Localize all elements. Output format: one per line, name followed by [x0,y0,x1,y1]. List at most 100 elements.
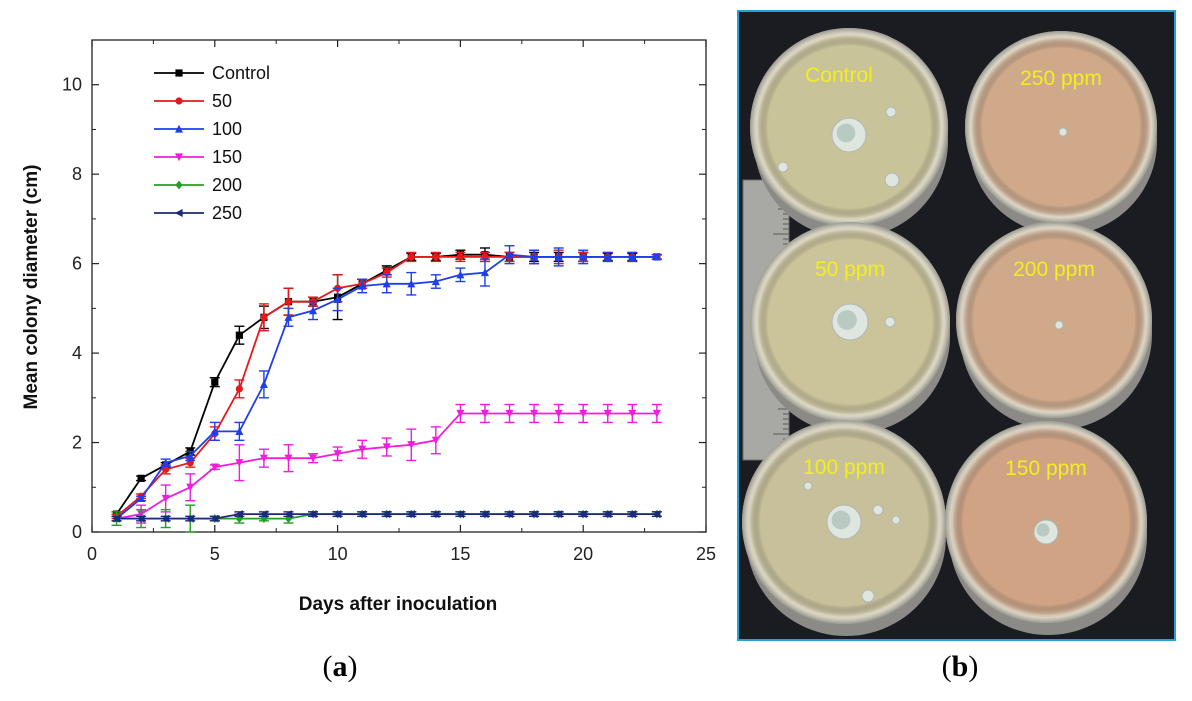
legend-entry: Control [154,63,270,83]
colony-center [1036,523,1050,537]
petri-dish-1: Control [750,28,948,238]
data-point [333,450,342,458]
data-point [579,252,588,261]
data-point [210,463,219,472]
data-point [137,494,146,503]
fungal-colony [1054,320,1064,330]
fungal-colony [884,316,896,328]
data-point [456,409,465,418]
dish-glass [956,222,1152,418]
data-point [137,474,145,482]
legend-label: 150 [212,147,242,167]
data-point [530,409,539,418]
y-tick-label: 2 [72,433,82,453]
data-point [529,510,538,519]
fungal-colony [777,161,789,173]
dish-label: 150 ppm [1005,457,1087,480]
data-point [235,510,243,519]
legend-entry: 200 [154,175,242,195]
petri-dish-3: 50 ppm [750,222,950,434]
data-point [505,409,514,418]
fungal-colony [884,172,900,188]
dish-label: 100 ppm [803,456,885,479]
data-point [652,510,661,519]
data-point [628,409,637,418]
data-point [175,180,183,190]
data-point [161,514,170,523]
data-point [628,252,637,261]
fungal-colony [803,481,813,491]
data-point [505,510,514,519]
data-point [259,380,268,388]
x-tick-label: 10 [328,544,348,564]
colony-center [836,123,856,143]
data-point [456,270,465,279]
y-tick-label: 0 [72,522,82,542]
data-point [480,510,489,519]
data-point [530,252,539,261]
data-point [480,409,489,418]
data-point [358,281,367,290]
x-tick-label: 0 [87,544,97,564]
data-point [382,443,391,452]
series-250 [111,510,662,523]
data-point [175,124,183,133]
petri-dish-5: 100 ppm [742,420,946,636]
fungal-colony [861,589,875,603]
panel-a-paren-open: ( [322,650,333,683]
petri-dish-4: 200 ppm [956,222,1152,430]
data-point [284,454,293,463]
data-point [186,514,194,523]
data-point [333,510,342,519]
colony-center [837,310,857,330]
data-point [174,209,183,217]
data-point [235,385,243,393]
legend-label: Control [212,63,270,83]
legend-label: 50 [212,91,232,111]
petri-dish-6: 150 ppm [945,421,1147,635]
x-tick-label: 25 [696,544,716,564]
data-point [333,295,342,304]
series-150 [111,403,662,524]
x-tick-label: 15 [450,544,470,564]
data-point [161,494,170,503]
x-tick-label: 20 [573,544,593,564]
series-line [116,253,657,520]
legend-entry: 50 [154,91,232,111]
data-point [431,510,440,519]
series-line [116,255,657,517]
data-point [382,279,391,288]
petri-dish-2: 250 ppm [965,31,1157,235]
data-point [175,97,183,105]
fungal-colony [891,515,901,525]
data-point [309,454,318,463]
data-point [308,510,317,519]
legend-label: 250 [212,203,242,223]
data-point [284,510,293,519]
data-point [259,454,268,463]
data-point [554,252,563,261]
data-point [175,153,183,162]
panel-b-paren-open: ( [941,650,952,683]
legend-entry: 250 [154,203,242,223]
y-tick-label: 10 [62,75,82,95]
panel-a-paren-close: ) [347,650,358,683]
series-100 [111,245,662,523]
panel-b-paren-close: ) [968,650,979,683]
legend-label: 100 [212,119,242,139]
data-point [211,378,219,386]
dish-label: 50 ppm [815,258,885,281]
legend-label: 200 [212,175,242,195]
x-tick-label: 5 [210,544,220,564]
data-point [628,510,636,519]
dish-label: 250 ppm [1020,67,1102,90]
data-point [456,510,464,519]
data-point [603,252,612,261]
data-point [431,277,440,286]
panel-b-letter: b [951,650,969,683]
series-line [115,253,657,515]
x-axis-label: Days after inoculation [299,594,498,615]
chart-series-layer [111,245,662,533]
